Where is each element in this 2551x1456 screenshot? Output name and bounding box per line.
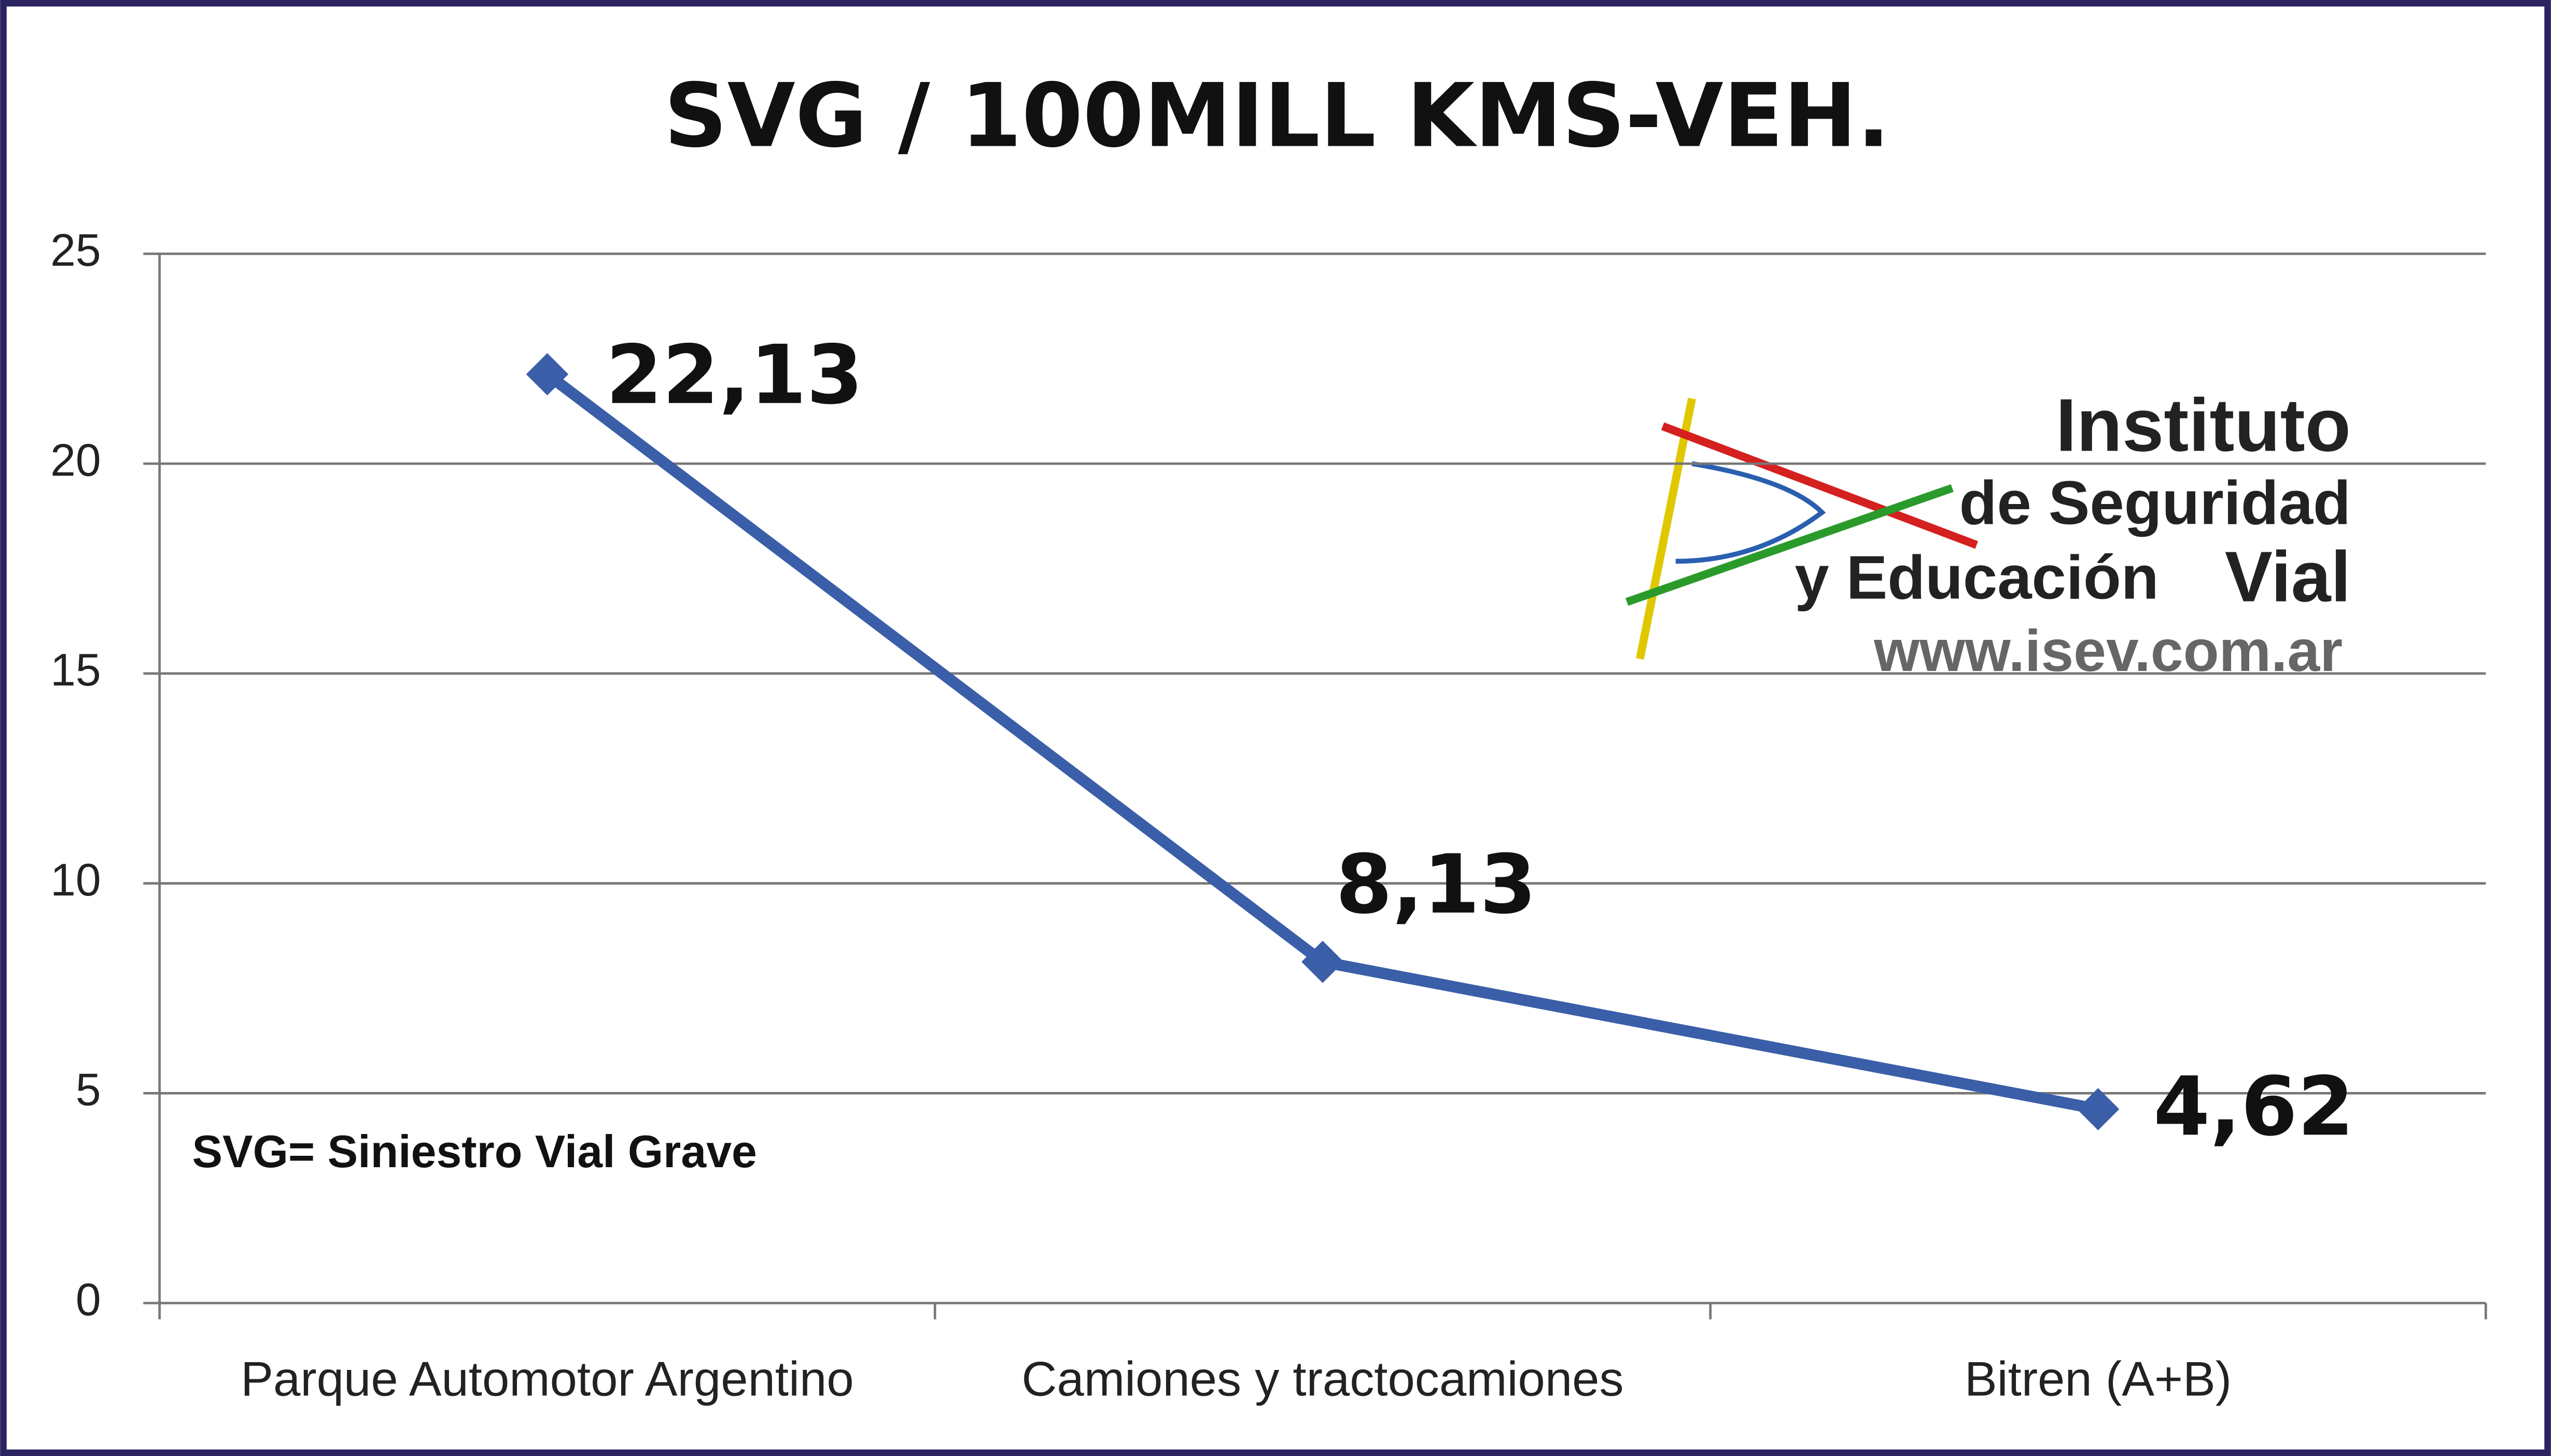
logo-figure — [1675, 461, 1826, 564]
logo-text: Instituto — [2056, 383, 2351, 467]
data-label: 4,62 — [2153, 1059, 2354, 1154]
y-tick-label: 5 — [76, 1064, 101, 1115]
y-tick-label: 0 — [76, 1273, 101, 1325]
logo-text: Vial — [2225, 537, 2351, 617]
logo-stroke — [1661, 422, 1979, 549]
chart-title: SVG / 100MILL KMS-VEH. — [664, 65, 1890, 167]
logo-text: de Seguridad — [1959, 468, 2351, 537]
data-label: 8,13 — [1336, 837, 1536, 932]
y-tick-label: 25 — [50, 225, 101, 276]
logo-stroke — [1625, 484, 1954, 606]
logo-text: y Educación — [1795, 543, 2158, 612]
logo: Instituto de Seguridad y Educación Vial … — [1625, 383, 2351, 683]
data-point — [2077, 1088, 2120, 1130]
y-tick-label: 20 — [50, 434, 101, 485]
data-point — [526, 353, 569, 396]
x-tick-label: Bitren (A+B) — [1965, 1352, 2232, 1406]
x-tick-label: Camiones y tractocamiones — [1021, 1352, 1623, 1406]
data-label: 22,13 — [606, 327, 863, 422]
y-tick-label: 15 — [50, 644, 101, 695]
y-tick-label: 10 — [50, 854, 101, 905]
data-point — [1301, 941, 1344, 983]
annotation: SVG= Siniestro Vial Grave — [192, 1126, 756, 1177]
x-tick-label: Parque Automotor Argentino — [241, 1352, 853, 1406]
logo-stroke — [1636, 398, 1696, 660]
